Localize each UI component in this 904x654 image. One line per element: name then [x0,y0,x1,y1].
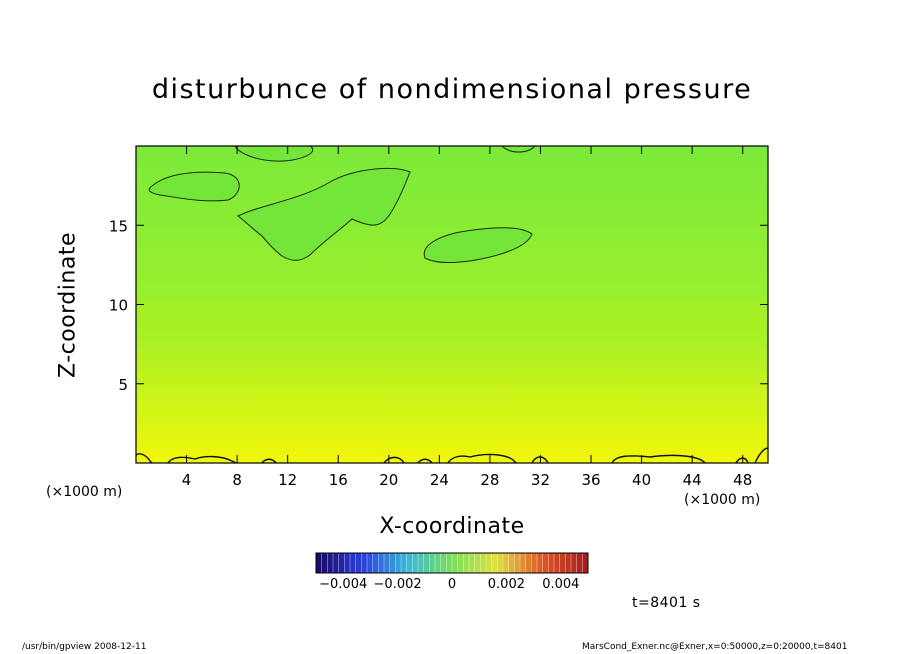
contour-line [423,227,533,264]
colorbar-segment [344,553,351,573]
y-tick-label: 5 [118,376,128,394]
colorbar: −0.004 −0.002 0 0.002 0.004 [315,552,589,592]
colorbar-segment [333,553,339,573]
x-axis-label: X-coordinate [379,514,525,539]
contour-line [148,171,240,202]
colorbar-segment [582,553,589,573]
colorbar-segment [412,553,419,573]
contour-line [383,456,405,464]
colorbar-segment [452,553,458,573]
x-tick-label: 12 [278,471,297,489]
x-tick-label: 28 [480,471,499,489]
contour-line [754,447,769,464]
colorbar-segment [474,553,481,573]
colorbar-segment [469,553,475,573]
colorbar-segment [542,553,549,573]
pressure-field [136,146,768,463]
colorbar-segment [559,553,566,573]
colorbar-segment [372,553,379,573]
x-axis-unit: (×1000 m) [684,492,761,508]
x-tick-label: 20 [379,471,398,489]
colorbar-segment [446,553,453,573]
colorbar-segment [508,553,515,573]
colorbar-tick-label: −0.002 [374,577,422,592]
colorbar-segment [565,553,572,573]
x-tick-label: 16 [329,471,348,489]
colorbar-segment [497,553,504,573]
colorbar-segment [367,553,373,573]
field-band [136,300,768,330]
colorbar-segment [429,553,436,573]
colorbar-segment [520,553,526,573]
x-tick-label: 36 [581,471,600,489]
colorbar-segment [384,553,390,573]
contour-line [237,167,411,261]
colorbar-segment [480,553,487,573]
colorbar-segment [525,553,532,573]
x-axis-ticks: 4 8 12 16 20 24 28 32 36 40 44 48 [182,146,752,489]
x-tick-label: 8 [232,471,242,489]
colorbar-segment [486,553,492,573]
colorbar-segment [395,553,402,573]
colorbar-segment [418,553,424,573]
chart-title: disturbunce of nondimensional pressure [151,74,753,105]
x-tick-label: 32 [531,471,550,489]
colorbar-segment [406,553,413,573]
colorbar-tick-label: 0 [448,577,456,592]
colorbar-segment [389,553,396,573]
contour-line [135,453,153,464]
footer-right: MarsCond_Exner.nc@Exner,x=0:50000,z=0:20… [582,642,848,652]
contour-line [447,453,517,464]
contour-line [611,454,706,464]
colorbar-segment [531,553,538,573]
colorbar-segment [503,553,509,573]
colorbar-segment [440,553,447,573]
x-tick-label: 44 [683,471,702,489]
y-axis-unit: (×1000 m) [46,484,123,500]
contour-line [261,458,277,464]
x-tick-label: 4 [182,471,192,489]
x-tick-label: 40 [632,471,651,489]
colorbar-segment [350,553,356,573]
colorbar-tick-label: −0.004 [319,577,367,592]
colorbar-tick-label: 0.002 [488,577,525,592]
colorbar-segment [548,553,555,573]
colorbar-segment [361,553,368,573]
colorbar-frame [315,552,589,574]
colorbar-segment [514,553,521,573]
contour-line [417,458,433,464]
x-tick-label: 48 [733,471,752,489]
colorbar-segment [435,553,441,573]
colorbar-segment [316,553,322,573]
colorbar-segment [355,553,362,573]
contour-line [167,455,237,464]
colorbar-segment [463,553,470,573]
y-axis-label: Z-coordinate [55,232,81,378]
colorbar-segment [423,553,430,573]
colorbar-segment [576,553,583,573]
field-band [136,395,768,420]
colorbar-segment [457,553,464,573]
colorbar-segment [378,553,385,573]
y-axis-ticks: 5 10 15 [109,217,768,394]
colorbar-segment [338,553,345,573]
time-annotation: t=8401 s [632,595,701,611]
colorbar-segment [327,553,334,573]
colorbar-tick-label: 0.004 [542,577,579,592]
colorbar-segment [401,553,407,573]
colorbar-segment [491,553,498,573]
y-tick-label: 10 [109,297,128,315]
colorbar-segment [554,553,560,573]
x-tick-label: 24 [430,471,449,489]
footer-left: /usr/bin/gpview 2008-12-11 [22,642,147,652]
colorbar-segment [571,553,577,573]
y-tick-label: 15 [109,217,128,235]
colorbar-segment [537,553,543,573]
colorbar-segment [321,553,328,573]
